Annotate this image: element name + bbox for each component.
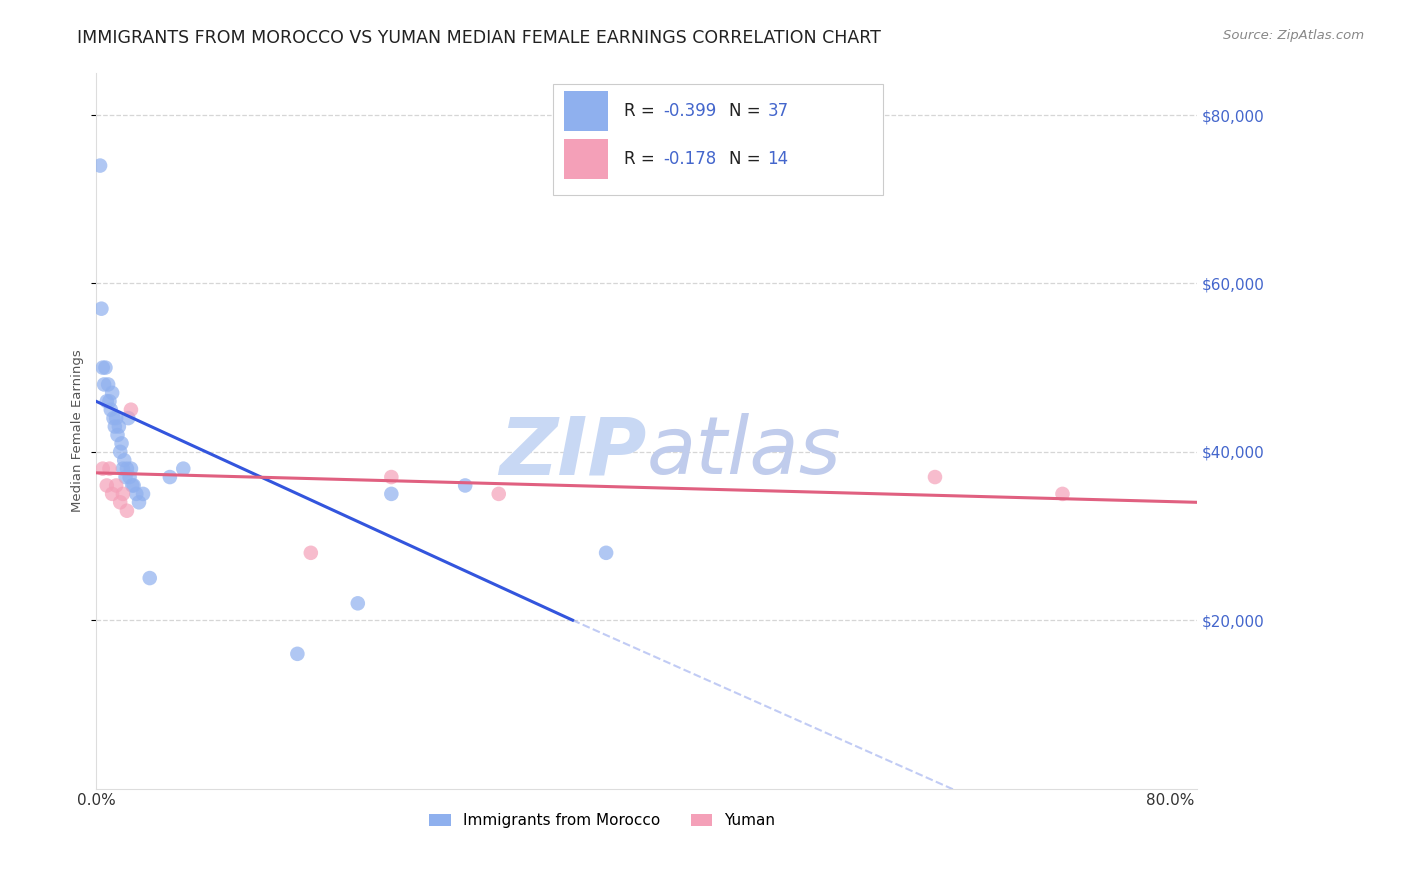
Point [98,461,121,475]
Text: 37: 37 [768,102,789,120]
Text: R =: R = [624,102,661,120]
Point [96,478,118,492]
Point [115,461,138,475]
Point [98,394,121,409]
Point [488,487,510,501]
Point [138,571,160,585]
Point [159,470,181,484]
Point [595,546,617,560]
FancyBboxPatch shape [553,84,883,194]
Point [103,411,125,425]
Point [120,461,142,475]
Point [111,461,134,475]
Point [114,470,136,484]
Point [111,487,134,501]
Point [90,301,112,316]
Point [107,428,129,442]
Point [454,478,477,492]
Point [93,377,115,392]
Y-axis label: Median Female Earnings: Median Female Earnings [72,350,84,512]
Point [172,461,194,475]
Text: Source: ZipAtlas.com: Source: ZipAtlas.com [1223,29,1364,43]
Point [96,394,118,409]
Point [108,495,131,509]
Legend: Immigrants from Morocco, Yuman: Immigrants from Morocco, Yuman [423,807,782,835]
Point [380,487,402,501]
Point [121,478,143,492]
Point [94,360,117,375]
Point [287,647,309,661]
Point [924,470,946,484]
Point [108,445,131,459]
Text: N =: N = [728,150,766,168]
Text: 14: 14 [768,150,789,168]
Point [110,436,132,450]
Point [97,377,120,392]
Text: N =: N = [728,102,766,120]
Text: -0.399: -0.399 [662,102,716,120]
Point [128,495,150,509]
FancyBboxPatch shape [564,91,607,130]
Point [101,385,124,400]
Point [115,504,138,518]
Point [100,402,122,417]
Point [91,461,114,475]
Point [105,478,128,492]
FancyBboxPatch shape [564,139,607,178]
Point [120,402,142,417]
Text: ZIP: ZIP [499,413,647,491]
Point [105,411,128,425]
Point [101,487,124,501]
Text: -0.178: -0.178 [662,150,716,168]
Point [346,596,368,610]
Point [299,546,322,560]
Text: atlas: atlas [647,413,841,491]
Point [91,360,114,375]
Point [112,453,135,467]
Point [104,419,127,434]
Text: R =: R = [624,150,661,168]
Point [1052,487,1074,501]
Point [108,419,131,434]
Point [132,487,155,501]
Point [380,470,402,484]
Text: IMMIGRANTS FROM MOROCCO VS YUMAN MEDIAN FEMALE EARNINGS CORRELATION CHART: IMMIGRANTS FROM MOROCCO VS YUMAN MEDIAN … [77,29,882,47]
Point [117,411,139,425]
Point [122,478,145,492]
Point [125,487,148,501]
Point [89,159,111,173]
Point [118,470,141,484]
